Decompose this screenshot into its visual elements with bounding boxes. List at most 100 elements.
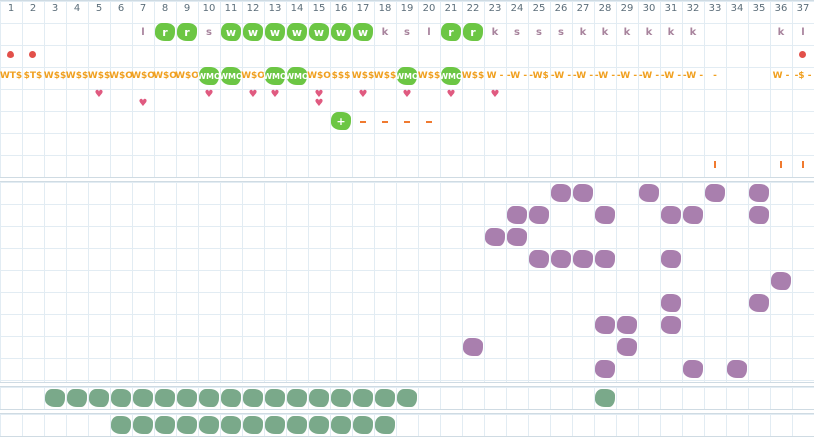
activity-block[interactable] [749,294,769,312]
label-row-cell[interactable]: W$$ [374,65,396,87]
top-row-cell[interactable]: r [440,21,462,43]
label-row-cell[interactable]: -W - [594,65,616,87]
label-row-cell[interactable]: WMO [263,65,287,87]
lane-block[interactable] [375,416,395,434]
lane-block[interactable] [309,416,329,434]
dot-marker-icon[interactable] [29,51,36,58]
label-row-cell[interactable]: WMO [197,65,221,87]
top-row-cell[interactable]: k [572,21,594,43]
lane-block[interactable] [89,389,109,407]
label-row-cell[interactable]: WT$ [0,65,22,87]
activity-block[interactable] [573,184,593,202]
label-row-cell[interactable]: - [704,65,726,87]
activity-block[interactable] [683,206,703,224]
activity-block[interactable] [683,360,703,378]
heart-icon[interactable]: ♥ [490,88,500,100]
activity-block[interactable] [705,184,725,202]
label-row-cell[interactable]: W$O [175,65,199,87]
activity-block[interactable] [617,316,637,334]
activity-block[interactable] [507,228,527,246]
top-row-cell[interactable]: r [176,21,198,43]
lane-block[interactable] [155,416,175,434]
label-row-cell[interactable]: -W - [550,65,572,87]
top-row-cell[interactable]: k [616,21,638,43]
tick-marker[interactable] [802,161,804,168]
label-row-cell[interactable]: W$O [109,65,133,87]
label-row-cell[interactable]: W$$ [418,65,440,87]
activity-block[interactable] [595,250,615,268]
lane-block[interactable] [265,389,285,407]
top-row-cell[interactable]: l [132,21,154,43]
lane-block[interactable] [45,389,65,407]
lane-block[interactable] [243,389,263,407]
plus-marker[interactable]: + [330,110,352,132]
activity-block[interactable] [771,272,791,290]
lane-block[interactable] [331,416,351,434]
heart-icon[interactable]: ♥ [94,88,104,100]
activity-block[interactable] [661,316,681,334]
label-row-cell[interactable]: -W - [506,65,528,87]
top-row-cell[interactable]: s [396,21,418,43]
label-row-cell[interactable]: -W - [660,65,682,87]
heart-icon[interactable]: ♥ [248,88,258,100]
label-row-cell[interactable]: -W - [572,65,594,87]
top-row-cell[interactable]: w [220,21,242,43]
top-row-cell[interactable]: w [352,21,374,43]
lane-block[interactable] [111,389,131,407]
top-row-cell[interactable]: s [550,21,572,43]
top-row-cell[interactable]: r [462,21,484,43]
top-row-cell[interactable]: k [374,21,396,43]
top-row-cell[interactable]: k [660,21,682,43]
label-row-cell[interactable]: $$$ [330,65,352,87]
heart-icon[interactable]: ♥ [204,88,214,100]
activity-block[interactable] [551,184,571,202]
activity-block[interactable] [507,206,527,224]
lane-block[interactable] [287,416,307,434]
lane-block[interactable] [353,416,373,434]
lane-block[interactable] [177,416,197,434]
top-row-cell[interactable]: r [154,21,176,43]
top-row-cell[interactable]: w [308,21,330,43]
activity-block[interactable] [529,250,549,268]
activity-block[interactable] [463,338,483,356]
lane-block[interactable] [133,389,153,407]
label-row-cell[interactable]: W - [484,65,506,87]
label-row-cell[interactable]: W$O [241,65,265,87]
activity-block[interactable] [485,228,505,246]
top-row-cell[interactable]: w [264,21,286,43]
label-row-cell[interactable]: W$$ [88,65,110,87]
label-row-cell[interactable]: WMO [219,65,243,87]
label-row-cell[interactable]: -W - [616,65,638,87]
label-row-cell[interactable]: W$O [131,65,155,87]
label-row-cell[interactable]: -W$ [528,65,550,87]
activity-block[interactable] [529,206,549,224]
dot-marker-icon[interactable] [799,51,806,58]
lane-block[interactable] [199,389,219,407]
heart-icon[interactable]: ♥ [446,88,456,100]
lane-block[interactable] [287,389,307,407]
activity-block[interactable] [749,206,769,224]
activity-block[interactable] [595,360,615,378]
top-row-cell[interactable]: s [528,21,550,43]
lane-block[interactable] [397,389,417,407]
label-row-cell[interactable]: WMO [285,65,309,87]
lane-block[interactable] [243,416,263,434]
lane-block[interactable] [133,416,153,434]
lane-block[interactable] [155,389,175,407]
heart-icon[interactable]: ♥ [138,97,148,109]
tick-marker[interactable] [780,161,782,168]
label-row-cell[interactable]: WMO [395,65,419,87]
heart-icon[interactable]: ♥ [270,88,280,100]
activity-block[interactable] [573,250,593,268]
label-row-cell[interactable]: W$O [153,65,177,87]
lane-block[interactable] [375,389,395,407]
top-row-cell[interactable]: k [484,21,506,43]
heart-icon[interactable]: ♥ [314,97,324,109]
top-row-cell[interactable]: k [638,21,660,43]
lane-block[interactable] [199,416,219,434]
label-row-cell[interactable]: $T$ [22,65,44,87]
lane-block[interactable] [67,389,87,407]
top-row-cell[interactable]: w [286,21,308,43]
activity-block[interactable] [749,184,769,202]
heart-icon[interactable]: ♥ [402,88,412,100]
